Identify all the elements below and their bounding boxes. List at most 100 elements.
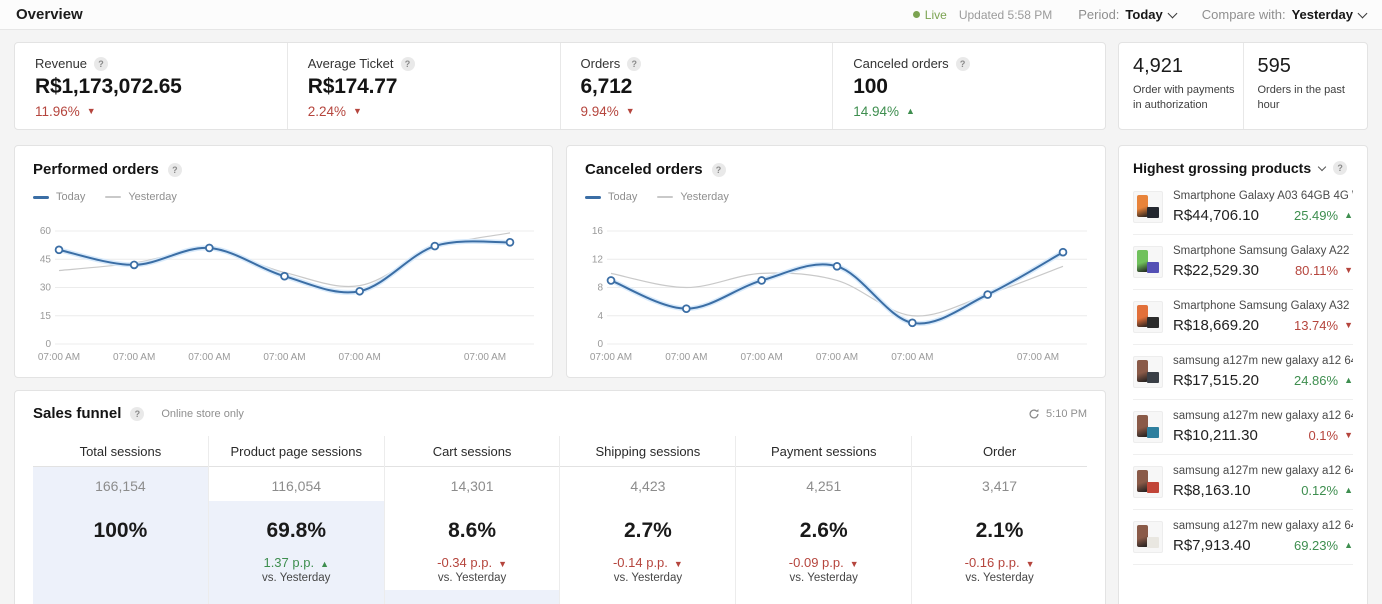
kpi-card-average-ticket: Average Ticket? R$174.77 2.24% ▼ [288,43,561,129]
product-thumbnail [1133,521,1163,553]
product-thumbnail [1133,466,1163,498]
legend-item-yesterday: Yesterday [657,191,729,203]
svg-text:45: 45 [40,254,52,265]
funnel-conversion-pct: 2.6% [799,519,848,542]
funnel-conversion-pct: 100% [93,519,148,542]
page-title: Overview [16,6,83,23]
topbar: Overview Live Updated 5:58 PM Period: To… [0,0,1382,30]
product-list-item: Smartphone Samsung Galaxy A22 12… R$22,52… [1133,235,1353,290]
funnel-delta-value: -0.14 p.p. [612,555,668,570]
svg-text:07:00 AM: 07:00 AM [464,352,506,363]
svg-text:30: 30 [40,283,52,294]
period-selector[interactable]: Period: Today [1078,7,1178,22]
help-icon[interactable]: ? [400,56,415,71]
product-box-image [1147,482,1159,493]
chevron-down-icon [1167,8,1178,18]
funnel-delta: -0.09 p.p. ▼ [736,555,911,570]
funnel-stage-label: Order [912,436,1087,467]
performed-orders-title: Performed orders [33,161,159,178]
svg-text:8: 8 [597,283,603,294]
trend-down-icon: ▼ [353,106,362,116]
help-icon[interactable]: ? [711,162,726,177]
product-revenue: R$8,163.10 [1173,482,1251,499]
help-icon[interactable]: ? [94,56,109,71]
product-box-image [1147,262,1159,273]
svg-text:07:00 AM: 07:00 AM [263,352,305,363]
performed-orders-card: Performed orders ? Today Yesterday 0 15 30 4… [14,145,553,378]
trend-down-icon: ▼ [1344,320,1353,330]
trend-down-icon: ▼ [849,559,859,569]
chart-legend: Today Yesterday [585,191,1087,203]
funnel-delta-value: -0.16 p.p. [964,555,1020,570]
refresh-icon[interactable] [1028,408,1040,420]
product-phone-image [1137,415,1148,437]
legend-item-today: Today [33,191,85,203]
help-icon[interactable]: ? [955,56,970,71]
live-dot-icon [912,11,920,18]
trend-down-icon: ▼ [1344,430,1353,440]
product-box-image [1147,317,1159,328]
products-title: Highest grossing products [1133,160,1312,176]
product-box-image [1147,427,1159,438]
product-revenue: R$44,706.10 [1173,207,1259,224]
svg-text:0: 0 [597,339,603,350]
funnel-delta-value: 1.37 p.p. [263,555,315,570]
compare-selector[interactable]: Compare with: Yesterday [1201,7,1368,22]
help-icon[interactable]: ? [130,406,145,421]
chevron-down-icon [1357,8,1368,18]
product-thumbnail [1133,301,1163,333]
funnel-sessions-count: 116,054 [271,478,322,494]
product-change: 24.86% ▲ [1294,373,1353,388]
svg-text:07:00 AM: 07:00 AM [741,352,783,363]
kpi-card-orders: Orders? 6,712 9.94% ▼ [561,43,834,129]
help-icon[interactable]: ? [167,162,182,177]
trend-up-icon: ▲ [1344,485,1353,495]
trend-up-icon: ▲ [1344,375,1353,385]
funnel-conversion-pct: 2.1% [975,519,1024,542]
svg-text:07:00 AM: 07:00 AM [590,352,632,363]
live-label: Live [924,7,947,22]
legend-item-yesterday: Yesterday [105,191,177,203]
funnel-note: Online store only [161,407,244,420]
funnel-stage-label: Cart sessions [384,436,560,467]
trend-down-icon: ▼ [1025,559,1035,569]
help-icon[interactable]: ? [627,56,642,71]
product-change: 0.12% ▲ [1301,483,1353,498]
product-name: samsung a127m new galaxy a12 64gb… [1173,520,1353,532]
funnel-vs-label: vs. Yesterday [613,572,683,584]
funnel-delta: -0.16 p.p. ▼ [912,555,1087,570]
compare-value: Yesterday [1291,7,1353,22]
funnel-conversion-pct: 69.8% [266,519,327,542]
kpi-value: R$174.77 [307,75,398,98]
kpi-value: 6,712 [580,75,633,98]
product-change-value: 25.49% [1293,208,1339,223]
trend-down-icon: ▼ [625,106,635,116]
legend-item-today: Today [585,191,637,203]
side-kpi-cell: 4,921 Order with payments in authorizatio… [1119,43,1244,129]
product-list-item: Smartphone Samsung Galaxy A32 12… R$18,66… [1133,290,1353,345]
product-thumbnail [1133,191,1163,223]
product-change-value: 24.86% [1293,373,1339,388]
trend-up-icon: ▲ [320,559,329,569]
funnel-conversion-pct: 2.7% [623,519,672,542]
kpi-card-canceled-orders: Canceled orders? 100 14.94% ▲ [833,43,1105,129]
product-thumbnail [1133,356,1163,388]
product-revenue: R$17,515.20 [1173,372,1259,389]
funnel-sessions-count: 3,417 [982,478,1018,494]
svg-text:07:00 AM: 07:00 AM [113,352,155,363]
funnel-bar [384,590,560,604]
compare-label: Compare with: [1201,7,1286,22]
funnel-stage-label: Shipping sessions [560,436,736,467]
funnel-stage-payment-sessions: Payment sessions 4,251 2.6% -0.09 p.p. ▼ vs. … [736,436,913,604]
product-thumbnail [1133,411,1163,443]
product-change-value: 80.11% [1294,263,1339,278]
legend-swatch-icon [657,196,674,198]
product-change: 80.11% ▼ [1295,263,1353,278]
product-phone-image [1137,470,1148,492]
chevron-down-icon[interactable] [1317,162,1327,171]
product-change-value: 0.12% [1301,483,1339,498]
help-icon[interactable]: ? [1333,161,1348,175]
kpi-delta: 11.96% ▼ [35,104,267,119]
kpi-delta: 14.94% ▲ [853,104,1085,119]
canceled-orders-card: Canceled orders ? Today Yesterday 0 4 8 12 16… [566,145,1106,378]
